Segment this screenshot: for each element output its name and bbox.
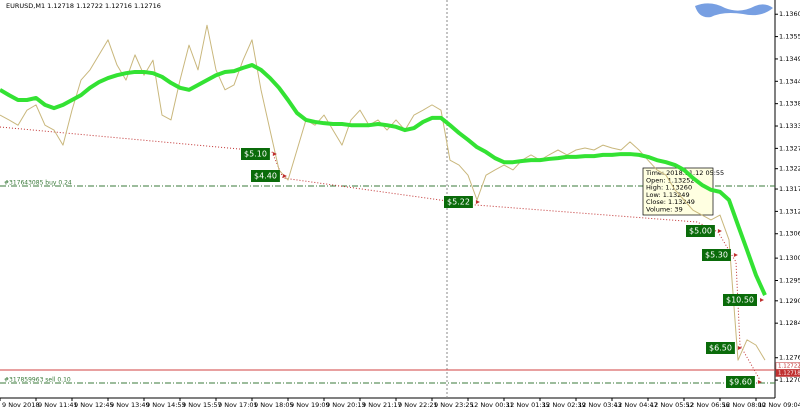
trade-path xyxy=(0,126,761,381)
x-tick-label: 9 Nov 13:49 xyxy=(110,401,150,409)
y-tick-label: 1.13005 xyxy=(779,254,800,262)
tooltip-line: Low: 1.13249 xyxy=(646,191,690,199)
trade-label-box xyxy=(444,196,473,208)
x-tick-label: 9 Nov 15:57 xyxy=(182,401,222,409)
x-tick-label: 9 Nov 21:17 xyxy=(362,401,402,409)
x-tick-label: 9 Nov 22:21 xyxy=(398,401,438,409)
trade-label: $9.60 xyxy=(726,376,755,388)
trade-label: $5.30 xyxy=(702,249,731,261)
trade-label: $5.00 xyxy=(686,225,715,237)
x-tick-label: 9 Nov 17:01 xyxy=(218,401,258,409)
trade-arrow xyxy=(475,200,480,204)
series-line xyxy=(0,63,767,296)
trade-label-box xyxy=(686,225,715,237)
trade-label-box xyxy=(726,376,755,388)
trade-label-box xyxy=(241,148,270,160)
trade-arrow xyxy=(282,174,287,178)
x-tick-label: 12 Nov 08:00 xyxy=(722,401,766,409)
trade-arrow xyxy=(757,380,762,384)
tooltip-line: Close: 1.13249 xyxy=(646,198,695,206)
trade-label-text: $9.60 xyxy=(729,378,752,387)
trade-label-text: $5.30 xyxy=(705,251,728,260)
tooltip-line: High: 1.13260 xyxy=(646,184,692,192)
trade-label-text: $5.22 xyxy=(447,198,470,207)
x-tick-label: 12 Nov 06:56 xyxy=(686,401,730,409)
price-tag: 1.12718 xyxy=(778,371,800,377)
y-tick-label: 1.12705 xyxy=(779,376,800,384)
chart-title: EURUSD,M1 1.12718 1.12722 1.12716 1.1271… xyxy=(6,2,161,10)
order-line-label: #317859963 sell 0.10 xyxy=(4,377,71,384)
y-tick-label: 1.12950 xyxy=(779,276,800,284)
x-tick-label: 9 Nov 18:05 xyxy=(254,401,294,409)
y-tick-label: 1.13385 xyxy=(779,100,800,108)
y-tick-label: 1.13550 xyxy=(779,33,800,41)
trade-label: $10.50 xyxy=(723,294,757,306)
x-tick-label: 12 Nov 09:04 xyxy=(758,401,800,409)
y-tick-label: 1.13065 xyxy=(779,230,800,238)
x-tick-label: 9 Nov 14:53 xyxy=(146,401,186,409)
y-tick-label: 1.12845 xyxy=(779,319,800,327)
price-tag-box xyxy=(775,369,800,377)
price-tag: 1.12722 xyxy=(778,364,800,370)
trade-label-text: $5.00 xyxy=(689,227,712,236)
y-tick-label: 1.13120 xyxy=(779,207,800,215)
trade-label: $4.40 xyxy=(251,170,280,182)
x-tick-label: 12 Nov 05:52 xyxy=(650,401,694,409)
y-tick-label: 1.12900 xyxy=(779,297,800,305)
y-tick-label: 1.13175 xyxy=(779,185,800,193)
x-tick-label: 9 Nov 20:13 xyxy=(326,401,366,409)
tooltip-line: Open: 1.13252 xyxy=(646,176,695,184)
y-tick-label: 1.13275 xyxy=(779,144,800,152)
y-tick-label: 1.13225 xyxy=(779,165,800,173)
trade-label-box xyxy=(723,294,757,306)
trade-label: $5.22 xyxy=(444,196,473,208)
trade-arrow xyxy=(272,152,277,156)
y-tick-label: 1.13440 xyxy=(779,77,800,85)
y-tick-label: 1.13495 xyxy=(779,55,800,63)
trade-label: $6.50 xyxy=(706,342,735,354)
x-tick-label: 12 Nov 02:39 xyxy=(542,401,586,409)
redaction xyxy=(695,3,773,18)
trade-label-text: $6.50 xyxy=(709,344,732,353)
trade-label: $5.10 xyxy=(241,148,270,160)
x-tick-label: 12 Nov 01:35 xyxy=(506,401,550,409)
x-tick-label: 9 Nov 12:45 xyxy=(74,401,114,409)
trade-arrow xyxy=(737,346,742,350)
trade-label-box xyxy=(251,170,280,182)
x-tick-label: 12 Nov 04:47 xyxy=(614,401,658,409)
x-tick-label: 9 Nov 11:41 xyxy=(38,401,78,409)
y-tick-label: 1.13605 xyxy=(779,10,800,18)
trade-label-box xyxy=(702,249,731,261)
trade-arrow xyxy=(760,298,764,302)
trade-label-text: $5.10 xyxy=(244,150,267,159)
x-tick-label: 9 Nov 23:25 xyxy=(434,401,474,409)
x-tick-label: 9 Nov 2018 xyxy=(2,401,40,409)
y-tick-label: 1.13330 xyxy=(779,122,800,130)
trade-arrow xyxy=(717,229,722,233)
order-line-label: #317643085 buy 0.24 xyxy=(4,180,72,187)
x-tick-label: 12 Nov 03:43 xyxy=(578,401,622,409)
trade-label-box xyxy=(706,342,735,354)
x-tick-label: 9 Nov 19:09 xyxy=(290,401,330,409)
trade-label-text: $10.50 xyxy=(726,296,754,305)
tooltip-line: Volume: 39 xyxy=(646,206,683,214)
trade-arrow xyxy=(733,253,738,257)
y-tick-label: 1.12760 xyxy=(779,354,800,362)
x-tick-label: 12 Nov 00:31 xyxy=(470,401,514,409)
trade-label-text: $4.40 xyxy=(254,172,277,181)
